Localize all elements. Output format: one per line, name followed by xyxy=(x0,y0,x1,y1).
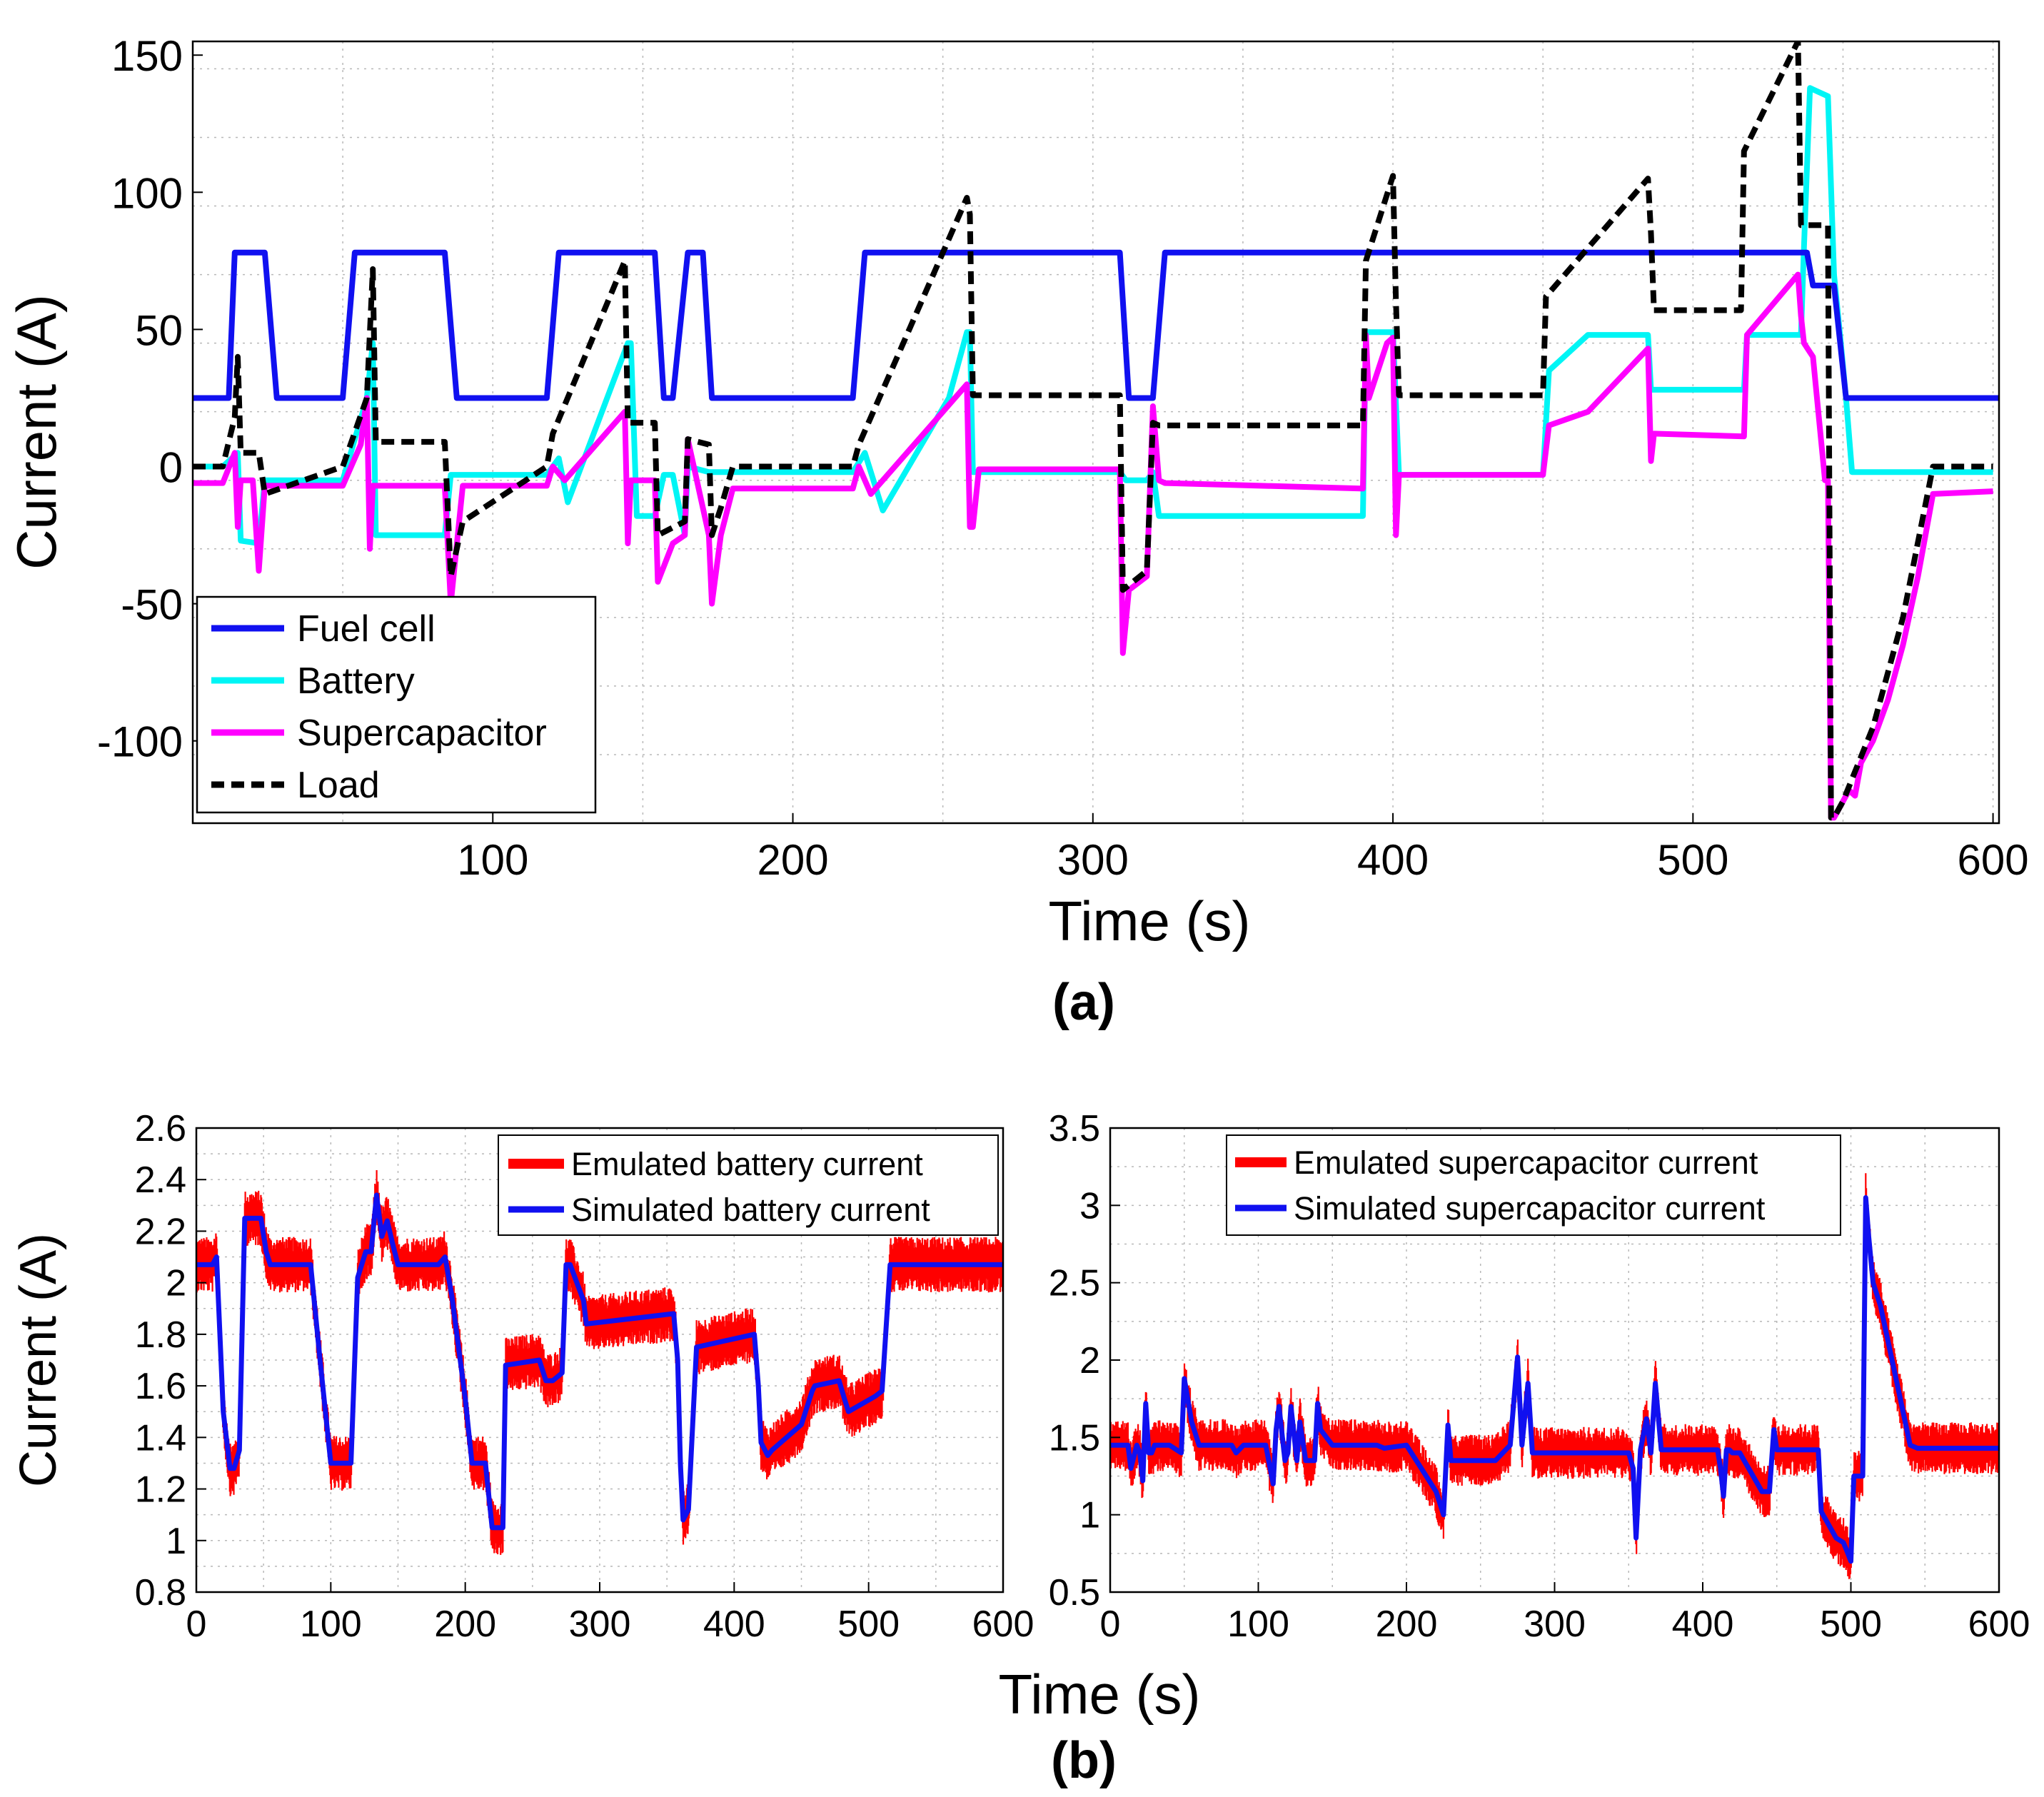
panel-b-supercapacitor-ticks: 0 100 200 300 400 500 600 0.5 1 1.5 2 2.5 3 3.5 xyxy=(1049,1108,2030,1645)
panel-b-supercapacitor-chart: 0 100 200 300 400 500 600 0.5 1 1.5 2 2.5 3 3.5 Emula… xyxy=(1049,1108,2030,1645)
x-tick-label: 500 xyxy=(837,1604,900,1645)
panel-b-y-axis-label: Current (A) xyxy=(10,1233,67,1487)
y-tick-label: 150 xyxy=(111,32,183,80)
x-tick-label: 500 xyxy=(1820,1604,1882,1645)
panel-b-supercapacitor-legend: Emulated supercapacitor current Simulate… xyxy=(1226,1134,1841,1236)
panel-b-battery-series xyxy=(196,1170,1003,1555)
panel-b-battery-legend: Emulated battery current Simulated batte… xyxy=(498,1134,999,1236)
y-tick-label: 2.4 xyxy=(135,1159,186,1201)
y-tick-label: 2 xyxy=(166,1263,186,1304)
x-tick-label: 100 xyxy=(1227,1604,1289,1645)
x-tick-label: 300 xyxy=(569,1604,631,1645)
y-tick-label: 3 xyxy=(1079,1185,1100,1227)
y-tick-label: 50 xyxy=(135,306,183,354)
y-tick-label: 1.6 xyxy=(135,1366,186,1407)
y-tick-label: 1 xyxy=(1079,1495,1100,1536)
legend-label-load: Load xyxy=(297,765,380,806)
panel-a-caption: (a) xyxy=(1052,974,1115,1031)
y-tick-label: 2.2 xyxy=(135,1211,186,1252)
panel-b-battery-chart: 0 100 200 300 400 500 600 0.8 1 1.2 1.4 1.6 1.8 2 2.2 2… xyxy=(10,1108,1034,1645)
series-line-supercapacitor xyxy=(193,271,1993,821)
panel-b-supercapacitor-series xyxy=(1110,1173,1999,1579)
y-tick-label: -50 xyxy=(121,581,183,629)
x-tick-label: 400 xyxy=(1357,836,1429,884)
x-tick-label: 200 xyxy=(1376,1604,1438,1645)
x-tick-label: 600 xyxy=(972,1604,1034,1645)
series-line-load xyxy=(193,41,1993,821)
y-tick-label: 1.2 xyxy=(135,1469,186,1511)
legend-label-simulated-supercapacitor: Simulated supercapacitor current xyxy=(1294,1190,1766,1227)
y-tick-label: 100 xyxy=(111,169,183,217)
series-line-fuel-cell xyxy=(193,249,1999,401)
y-tick-label: -100 xyxy=(97,718,183,766)
y-tick-label: 1.8 xyxy=(135,1314,186,1356)
x-tick-label: 400 xyxy=(1672,1604,1734,1645)
panel-b-battery-ticks: 0 100 200 300 400 500 600 0.8 1 1.2 1.4 1.6 1.8 2 2.2 2… xyxy=(135,1108,1034,1645)
panel-a-x-axis-label: Time (s) xyxy=(1048,890,1250,952)
x-tick-label: 0 xyxy=(1100,1604,1121,1645)
panel-a-legend-box xyxy=(196,595,597,814)
y-tick-label: 2.6 xyxy=(135,1108,186,1149)
panel-b-x-axis-label: Time (s) xyxy=(998,1663,1200,1726)
x-tick-label: 200 xyxy=(434,1604,496,1645)
x-tick-label: 300 xyxy=(1524,1604,1586,1645)
x-tick-label: 200 xyxy=(757,836,828,884)
x-tick-label: 0 xyxy=(186,1604,207,1645)
panel-a-frame xyxy=(191,40,2000,825)
y-tick-label: 0 xyxy=(159,444,183,492)
x-tick-label: 300 xyxy=(1057,836,1129,884)
y-tick-label: 0.8 xyxy=(135,1572,186,1614)
y-tick-label: 1.5 xyxy=(1049,1417,1100,1459)
y-tick-label: 3.5 xyxy=(1049,1108,1100,1149)
y-tick-label: 1 xyxy=(166,1521,186,1562)
y-tick-label: 0.5 xyxy=(1049,1572,1100,1614)
x-tick-label: 100 xyxy=(457,836,528,884)
series-line-simulated xyxy=(1110,1195,1999,1564)
panel-a-series xyxy=(193,41,1999,821)
legend-label-fuel-cell: Fuel cell xyxy=(297,608,436,650)
panel-b-supercapacitor-legend-box xyxy=(1226,1134,1841,1236)
panel-a-ticks: 100 200 300 400 500 600 -100 -50 0 50 100 150 xyxy=(97,32,2029,884)
y-tick-label: 1.4 xyxy=(135,1417,186,1459)
legend-label-emulated-supercapacitor: Emulated supercapacitor current xyxy=(1294,1144,1758,1181)
legend-label-emulated-battery: Emulated battery current xyxy=(571,1146,923,1182)
panel-a-chart: 100 200 300 400 500 600 -100 -50 0 50 100 150 Time … xyxy=(5,32,2029,1031)
y-tick-label: 2.5 xyxy=(1049,1263,1100,1304)
x-tick-label: 400 xyxy=(703,1604,765,1645)
x-tick-label: 600 xyxy=(1958,836,2029,884)
legend-label-battery: Battery xyxy=(297,660,415,702)
panel-a-y-axis-label: Current (A) xyxy=(5,294,68,570)
x-tick-label: 600 xyxy=(1968,1604,2030,1645)
series-line-simulated xyxy=(196,1192,1003,1531)
x-tick-label: 100 xyxy=(300,1604,362,1645)
panel-b-caption: (b) xyxy=(1051,1732,1117,1789)
panel-a-legend: Fuel cell Battery Supercapacitor Load xyxy=(196,595,597,814)
x-tick-label: 500 xyxy=(1657,836,1728,884)
panel-b-battery-legend-box xyxy=(498,1134,999,1236)
legend-label-simulated-battery: Simulated battery current xyxy=(571,1192,930,1228)
legend-label-supercapacitor: Supercapacitor xyxy=(297,713,547,754)
y-tick-label: 2 xyxy=(1079,1340,1100,1381)
